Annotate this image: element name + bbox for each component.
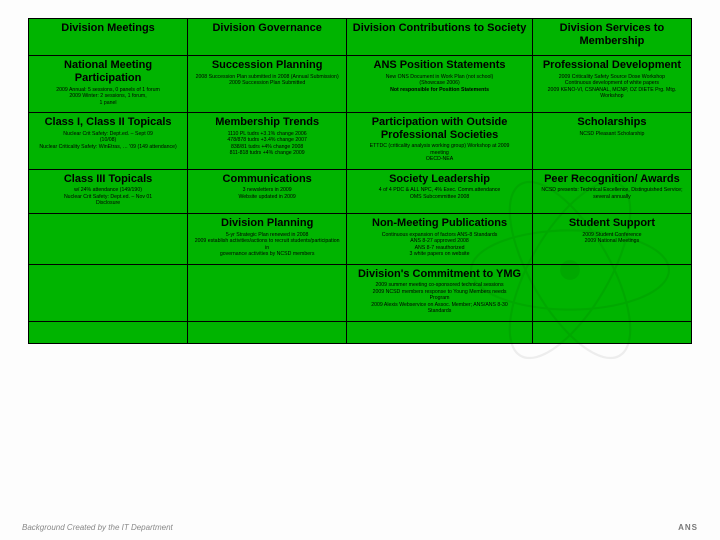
cell-title: Professional Development xyxy=(537,59,687,72)
cell-ymg-commitment: Division's Commitment to YMG 2009 summer… xyxy=(347,264,533,321)
cell-membership-trends: Membership Trends 1110 PL tudrs +3.1% ch… xyxy=(188,113,347,170)
governance-matrix-table: Division Meetings Division Governance Di… xyxy=(28,18,692,344)
cell-line: governance activities by NCSD members xyxy=(192,251,342,258)
cell-title: Division Contributions to Society xyxy=(351,22,528,35)
cell-title: National Meeting Participation xyxy=(33,59,183,84)
cell-national-meeting: National Meeting Participation 2009 Annu… xyxy=(29,56,188,113)
cell-division-contributions: Division Contributions to Society xyxy=(347,19,533,56)
cell-line: Disclosure xyxy=(33,200,183,207)
cell-class1-2-topicals: Class I, Class II Topicals Nuclear Crit … xyxy=(29,113,188,170)
cell-peer-recognition: Peer Recognition/ Awards NCSD presents: … xyxy=(532,169,691,213)
cell-ans-position: ANS Position Statements New ONS Document… xyxy=(347,56,533,113)
table-row: Class I, Class II Topicals Nuclear Crit … xyxy=(29,113,692,170)
cell-line: 811-818 tudrs +4% change 2009 xyxy=(192,150,342,157)
table-row xyxy=(29,321,692,343)
cell-line: Standards xyxy=(351,308,528,315)
cell-title: Non-Meeting Publications xyxy=(351,217,528,230)
ans-logo-text: ANS xyxy=(678,523,698,532)
cell-title: Class III Topicals xyxy=(33,173,183,186)
cell-empty xyxy=(29,213,188,264)
cell-empty xyxy=(532,321,691,343)
cell-title: Student Support xyxy=(537,217,687,230)
table-row: Class III Topicals w/ 24% attendance (14… xyxy=(29,169,692,213)
cell-division-services: Division Services to Membership xyxy=(532,19,691,56)
cell-outside-societies: Participation with Outside Professional … xyxy=(347,113,533,170)
cell-prof-development: Professional Development 2009 Criticalit… xyxy=(532,56,691,113)
cell-division-planning: Division Planning 5-yr Strategic Plan re… xyxy=(188,213,347,264)
cell-succession-planning: Succession Planning 2008 Succession Plan… xyxy=(188,56,347,113)
cell-line: OECD-NEA xyxy=(351,156,528,163)
cell-line: OMS Subcommittee 2008 xyxy=(351,194,528,201)
cell-line: 3 white papers on website xyxy=(351,251,528,258)
cell-communications: Communications 3 newsletters in 2009 Web… xyxy=(188,169,347,213)
cell-title: Membership Trends xyxy=(192,116,342,129)
cell-empty xyxy=(188,321,347,343)
cell-line: Nuclear Criticality Safety: WinEtras, … … xyxy=(33,144,183,151)
cell-line: 2009 summer meeting co-sponsored technic… xyxy=(351,282,528,289)
slide-page: Division Meetings Division Governance Di… xyxy=(0,0,720,540)
table-row: Division's Commitment to YMG 2009 summer… xyxy=(29,264,692,321)
cell-line: NCSD Pleasant Scholarship xyxy=(537,131,687,138)
table-row: Division Planning 5-yr Strategic Plan re… xyxy=(29,213,692,264)
cell-line: 1 panel xyxy=(33,100,183,107)
cell-line: 2009 Succession Plan Submitted xyxy=(192,80,342,87)
table-row: National Meeting Participation 2009 Annu… xyxy=(29,56,692,113)
cell-title: Division Meetings xyxy=(33,22,183,35)
cell-empty xyxy=(29,264,188,321)
slide-footer: Background Created by the IT Department … xyxy=(0,523,720,532)
cell-line: 2009 establish activities/actions to rec… xyxy=(192,238,342,251)
cell-empty xyxy=(532,264,691,321)
cell-line: several annually xyxy=(537,194,687,201)
cell-title: Class I, Class II Topicals xyxy=(33,116,183,129)
cell-line: 2009 National Meetings xyxy=(537,238,687,245)
cell-title: Succession Planning xyxy=(192,59,342,72)
cell-student-support: Student Support 2009 Student Conference … xyxy=(532,213,691,264)
cell-title: ANS Position Statements xyxy=(351,59,528,72)
cell-class3-topicals: Class III Topicals w/ 24% attendance (14… xyxy=(29,169,188,213)
cell-title: Division Planning xyxy=(192,217,342,230)
cell-division-governance: Division Governance xyxy=(188,19,347,56)
cell-scholarships: Scholarships NCSD Pleasant Scholarship xyxy=(532,113,691,170)
cell-title: Division Governance xyxy=(192,22,342,35)
cell-empty xyxy=(29,321,188,343)
cell-line: Website updated in 2009 xyxy=(192,194,342,201)
cell-title: Scholarships xyxy=(537,116,687,129)
cell-line: Not responsible for Position Statements xyxy=(351,87,528,94)
cell-nonmeeting-pubs: Non-Meeting Publications Continuous expa… xyxy=(347,213,533,264)
cell-title: Division's Commitment to YMG xyxy=(351,268,528,281)
cell-line: Workshop xyxy=(537,93,687,100)
cell-title: Participation with Outside Professional … xyxy=(351,116,528,141)
cell-division-meetings: Division Meetings xyxy=(29,19,188,56)
footer-credit: Background Created by the IT Department xyxy=(22,523,173,532)
cell-title: Communications xyxy=(192,173,342,186)
cell-title: Society Leadership xyxy=(351,173,528,186)
cell-empty xyxy=(347,321,533,343)
cell-title: Division Services to Membership xyxy=(537,22,687,47)
cell-line: ETTDC (criticality analysis working grou… xyxy=(351,143,528,150)
cell-society-leadership: Society Leadership 4 of 4 PDC & ALL NPC,… xyxy=(347,169,533,213)
cell-title: Peer Recognition/ Awards xyxy=(537,173,687,186)
cell-empty xyxy=(188,264,347,321)
table-row: Division Meetings Division Governance Di… xyxy=(29,19,692,56)
